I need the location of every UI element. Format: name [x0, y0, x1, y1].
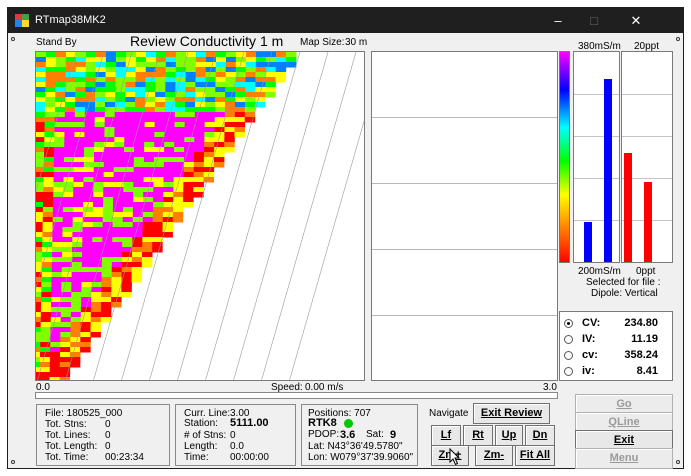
positions-count: Positions: 707 — [308, 408, 371, 419]
pdop-value: 3.6 — [340, 429, 356, 441]
window-title: RTmap38MK2 — [35, 14, 106, 26]
title-bar: RTmap38MK2 – □ ✕ — [8, 8, 683, 33]
sat-label: Sat: — [366, 429, 384, 440]
iv-key: IV: — [582, 333, 596, 345]
gps-fix-indicator-icon — [344, 419, 353, 428]
tot-lines-value: 0 — [105, 430, 111, 441]
app-logo-icon — [15, 14, 29, 27]
speed-label: Speed: — [271, 382, 303, 393]
corner-handle-bottom-left — [11, 460, 15, 464]
app-window: RTmap38MK2 – □ ✕ Stand By Review Conduct… — [7, 7, 684, 469]
length-value: 0.0 — [230, 441, 244, 452]
fit-all-button[interactable]: Fit All — [515, 445, 555, 466]
corner-handle-top-left — [11, 37, 15, 41]
cv-lower-value: 358.24 — [624, 349, 658, 361]
num-stns-label: # of Stns: — [184, 430, 227, 441]
line-info-panel: Curr. Line: 3.00 Station: 5111.00 # of S… — [175, 404, 296, 466]
profile-gridline — [372, 249, 557, 250]
profile-gridline — [372, 117, 557, 118]
cv-key: CV: — [582, 317, 601, 329]
dipole-label: Dipole: Vertical — [591, 288, 658, 299]
zoom-out-button[interactable]: Zm- — [475, 445, 513, 466]
tot-length-value: 0 — [105, 441, 111, 452]
time-value: 00:00:00 — [230, 452, 269, 463]
length-label: Length: — [184, 441, 218, 452]
iv-lower-value: 8.41 — [636, 365, 658, 377]
scale-top-conductivity: 380mS/m — [578, 41, 621, 52]
sat-value: 9 — [390, 429, 397, 441]
mode-title: Review Conductivity 1 m — [130, 33, 284, 49]
speed-value: 0.00 m/s — [305, 382, 344, 393]
corner-handle-bottom-right — [676, 460, 680, 464]
conductivity-bar-1 — [584, 222, 592, 262]
file-name: File: 180525_000 — [45, 408, 123, 419]
time-label: Time: — [184, 452, 209, 463]
num-stns-value: 0 — [230, 430, 236, 441]
selected-for-file-label: Selected for file : — [586, 277, 661, 288]
station-label: Station: — [184, 418, 218, 429]
tot-time-value: 00:23:34 — [105, 452, 144, 463]
salinity-bar-2 — [644, 182, 652, 262]
iv-lower-radio[interactable] — [564, 367, 573, 376]
mouse-cursor-icon — [449, 448, 461, 466]
readout-row-cv[interactable]: CV: 234.80 — [560, 316, 672, 330]
tot-lines-label: Tot. Lines: — [45, 430, 91, 441]
tot-length-label: Tot. Length: — [45, 441, 98, 452]
track-start-label: 0.0 — [36, 382, 50, 393]
maximize-button[interactable]: □ — [590, 13, 598, 28]
pan-left-button[interactable]: Lf — [431, 425, 461, 446]
pdop-label: PDOP: — [308, 429, 340, 440]
profile-gridline — [372, 315, 557, 316]
conductivity-map[interactable] — [35, 51, 365, 381]
pan-up-button[interactable]: Up — [495, 425, 523, 446]
iv-radio[interactable] — [564, 335, 573, 344]
iv-lower-key: iv: — [582, 365, 595, 377]
readout-row-cv-lower[interactable]: cv: 358.24 — [560, 348, 672, 362]
cv-lower-key: cv: — [582, 349, 598, 361]
exit-button[interactable]: Exit — [575, 430, 673, 451]
tot-stns-value: 0 — [105, 419, 111, 430]
corner-handle-top-right — [676, 37, 680, 41]
latitude: Lat: N43°36'49.5780" — [308, 441, 403, 452]
color-scale-bar — [559, 51, 570, 263]
curr-line-value: 3.00 — [230, 408, 250, 419]
profile-gridline — [372, 183, 557, 184]
cv-lower-radio[interactable] — [564, 351, 573, 360]
longitude: Lon: W079°37'39.9060" — [308, 452, 414, 463]
minimize-button[interactable]: – — [554, 13, 562, 28]
cv-value: 234.80 — [624, 317, 658, 329]
map-size-label: Map Size: — [300, 37, 345, 48]
status-text: Stand By — [36, 37, 77, 48]
scale-bottom-conductivity: 200mS/m — [578, 266, 621, 277]
track-end-label: 3.0 — [543, 382, 557, 393]
station-value: 5111.00 — [230, 417, 269, 429]
menu-button[interactable]: Menu — [575, 448, 673, 469]
readout-row-iv[interactable]: IV: 11.19 — [560, 332, 672, 346]
conductivity-bar-2 — [604, 79, 612, 262]
scale-bottom-salinity: 0ppt — [636, 266, 656, 277]
tot-time-label: Tot. Time: — [45, 452, 89, 463]
track-progress-bar[interactable] — [35, 392, 558, 399]
salinity-bar-1 — [624, 153, 632, 262]
close-button[interactable]: ✕ — [630, 13, 642, 28]
conductivity-map-canvas[interactable] — [36, 52, 365, 381]
map-size-value: 30 m — [345, 37, 368, 48]
pan-down-button[interactable]: Dn — [525, 425, 555, 446]
exit-review-button[interactable]: Exit Review — [473, 403, 550, 424]
tot-stns-label: Tot. Stns: — [45, 419, 87, 430]
conductivity-bar-graph — [573, 51, 620, 263]
curr-line-label: Curr. Line: — [184, 408, 231, 419]
file-info-panel: File: 180525_000 Tot. Stns: 0 Tot. Lines… — [36, 404, 170, 466]
iv-value: 11.19 — [631, 333, 658, 345]
navigate-label: Navigate — [429, 408, 469, 419]
cv-radio[interactable] — [564, 319, 573, 328]
value-readout: CV: 234.80 IV: 11.19 cv: 358.24 iv: 8.41 — [559, 311, 673, 381]
gps-fix-type: RTK8 — [308, 417, 337, 429]
pan-right-button[interactable]: Rt — [463, 425, 493, 446]
scale-top-salinity: 20ppt — [634, 41, 660, 52]
profile-plot — [371, 51, 558, 381]
readout-row-iv-lower[interactable]: iv: 8.41 — [560, 364, 672, 378]
salinity-bar-graph — [621, 51, 673, 263]
gps-info-panel: Positions: 707 RTK8 PDOP: 3.6 Sat: 9 Lat… — [301, 404, 418, 466]
